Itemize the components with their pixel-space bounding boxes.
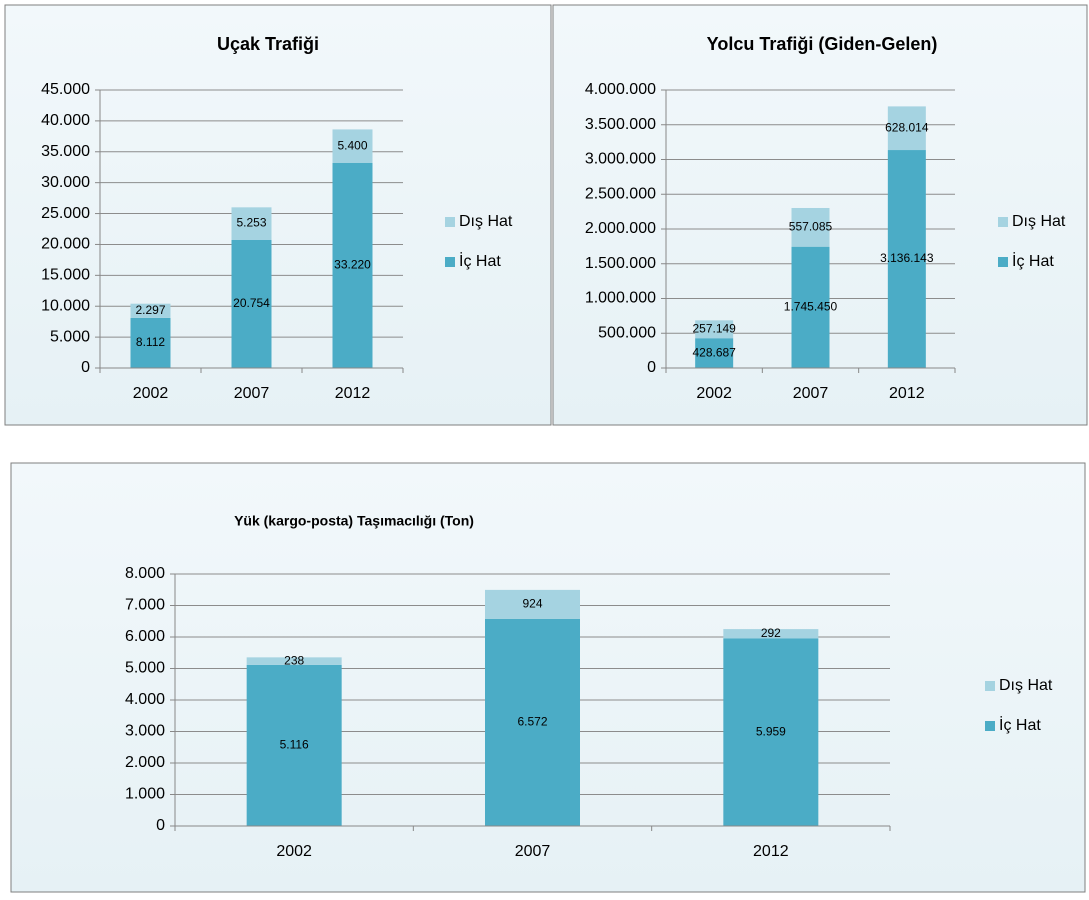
bar-segment [485,589,580,619]
y-tick-label: 0 [156,817,165,834]
legend-swatch [985,681,995,691]
y-tick-label: 15.000 [41,267,90,284]
bar-segment [887,106,926,151]
bar-segment [246,664,342,826]
y-tick-label: 2.000.000 [585,220,656,237]
legend-swatch [998,257,1008,267]
bar-segment [332,129,373,163]
y-tick-label: 500.000 [598,324,656,341]
legend-label: Dış Hat [459,213,513,230]
y-tick-label: 20.000 [41,236,90,253]
bar-segment [246,657,342,665]
x-tick-label: 2002 [276,843,312,860]
y-tick-label: 4.000.000 [585,81,656,98]
x-tick-label: 2007 [793,385,829,402]
data-label: 1.745.450 [784,300,838,314]
y-tick-label: 10.000 [41,297,90,314]
chart-title: Yolcu Trafiği (Giden-Gelen) [707,34,938,54]
data-label: 33.220 [334,258,371,272]
legend-label: İç Hat [459,251,501,270]
data-label: 5.400 [337,138,367,152]
y-tick-label: 3.500.000 [585,116,656,133]
y-tick-label: 40.000 [41,112,90,129]
legend-swatch [985,721,995,731]
y-tick-label: 2.500.000 [585,185,656,202]
y-tick-label: 25.000 [41,205,90,222]
y-tick-label: 45.000 [41,81,90,98]
x-tick-label: 2012 [753,843,789,860]
bar-segment [485,618,580,826]
y-tick-label: 1.000.000 [585,290,656,307]
bar-segment [887,150,926,368]
y-tick-label: 3.000 [125,723,165,740]
x-tick-label: 2002 [696,385,732,402]
y-tick-label: 2.000 [125,754,165,771]
y-tick-label: 0 [81,359,90,376]
data-label: 557.085 [789,220,833,234]
panel [4,4,552,426]
data-label: 20.754 [233,296,270,310]
data-label: 8.112 [136,335,165,349]
x-tick-label: 2002 [133,385,169,402]
data-label: 628.014 [885,120,929,134]
bar-segment [791,207,830,247]
legend-label: İç Hat [999,715,1041,734]
legend-swatch [445,257,455,267]
legend-swatch [998,217,1008,227]
data-label: 292 [761,626,781,640]
bar-segment [130,303,171,318]
y-tick-label: 5.000 [125,660,165,677]
data-label: 3.136.143 [880,251,934,265]
data-label: 924 [522,597,542,611]
y-tick-label: 35.000 [41,143,90,160]
bar-segment [130,317,171,368]
y-tick-label: 0 [647,359,656,376]
y-tick-label: 4.000 [125,691,165,708]
data-label: 428.687 [692,345,736,359]
data-label: 5.116 [280,738,309,752]
legend-label: Dış Hat [1012,213,1066,230]
data-label: 257.149 [692,321,736,335]
y-tick-label: 1.500.000 [585,255,656,272]
y-tick-label: 3.000.000 [585,151,656,168]
y-tick-label: 7.000 [125,597,165,614]
x-tick-label: 2012 [335,385,371,402]
x-tick-label: 2007 [515,843,551,860]
chart-title: Uçak Trafiği [217,34,319,54]
data-label: 238 [284,653,304,667]
data-label: 5.959 [756,724,786,738]
chart-title: Yük (kargo-posta) Taşımacılığı (Ton) [234,513,474,529]
data-label: 5.253 [236,216,266,230]
bar-segment [723,638,819,826]
data-label: 2.297 [135,303,165,317]
bar-segment [791,246,830,368]
legend-swatch [445,217,455,227]
bar-segment [723,629,819,639]
bar-segment [231,239,272,368]
bar-segment [695,320,734,339]
y-tick-label: 30.000 [41,174,90,191]
legend-label: İç Hat [1012,251,1054,270]
bar-segment [695,338,734,368]
x-tick-label: 2012 [889,385,925,402]
y-tick-label: 6.000 [125,628,165,645]
x-tick-label: 2007 [234,385,270,402]
y-tick-label: 1.000 [125,786,165,803]
y-tick-label: 5.000 [50,328,90,345]
y-tick-label: 8.000 [125,565,165,582]
bar-segment [332,162,373,368]
legend-label: Dış Hat [999,677,1053,694]
data-label: 6.572 [517,715,547,729]
bar-segment [231,207,272,240]
